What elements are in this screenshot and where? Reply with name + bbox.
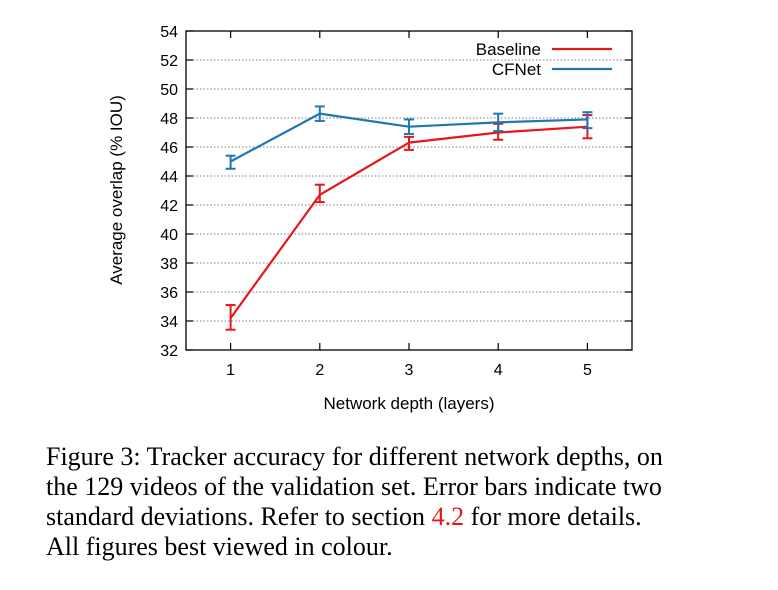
error-bar <box>314 183 325 204</box>
y-tick-label: 40 <box>160 227 178 244</box>
caption-line-3: standard deviations. Refer to section 4.… <box>46 502 746 532</box>
series-line <box>229 125 588 319</box>
caption-line-3-end: for more details. <box>464 502 642 531</box>
error-bar <box>582 111 593 130</box>
plot-frame <box>185 30 633 351</box>
error-bar <box>314 105 325 122</box>
y-tick-label: 36 <box>160 285 178 302</box>
x-tick-label: 3 <box>405 362 414 379</box>
caption-line-1: Figure 3: Tracker accuracy for different… <box>46 442 663 471</box>
legend-label: Baseline <box>476 40 541 59</box>
error-bar <box>225 304 236 331</box>
x-axis-title: Network depth (layers) <box>323 394 494 413</box>
y-tick-label: 54 <box>160 24 178 41</box>
x-tick-label: 5 <box>583 362 592 379</box>
error-bar <box>493 112 504 133</box>
series-group <box>225 105 593 331</box>
y-tick-label: 42 <box>160 198 178 215</box>
caption-line-2: the 129 videos of the validation set. Er… <box>46 472 662 501</box>
error-bar <box>404 118 414 135</box>
x-tick-label: 4 <box>494 362 503 379</box>
caption-line-4: All figures best viewed in colour. <box>46 532 393 561</box>
legend-label: CFNet <box>492 60 541 79</box>
y-tick-label: 52 <box>160 53 178 70</box>
series-baseline <box>225 114 593 331</box>
figure-caption: Figure 3: Tracker accuracy for different… <box>46 442 746 562</box>
grid-lines <box>186 59 632 322</box>
caption-line-3-start: standard deviations. Refer to section <box>46 502 432 531</box>
y-tick-label: 50 <box>160 82 178 99</box>
error-bar <box>404 135 414 151</box>
y-axis-title: Average overlap (% IOU) <box>107 95 126 285</box>
x-tick-label: 1 <box>226 362 235 379</box>
y-tick-label: 44 <box>160 169 178 186</box>
error-bar <box>225 154 236 170</box>
legend-item-cfnet: CFNet <box>492 60 612 79</box>
y-tick-label: 32 <box>160 343 178 360</box>
y-tick-label: 48 <box>160 111 178 128</box>
y-tick-label: 46 <box>160 140 178 157</box>
section-reference-link[interactable]: 4.2 <box>431 502 465 531</box>
y-tick-label: 38 <box>160 256 178 273</box>
legend-item-baseline: Baseline <box>476 40 612 59</box>
series-cfnet <box>225 105 593 170</box>
y-tick-label: 34 <box>160 314 178 331</box>
x-tick-label: 2 <box>315 362 324 379</box>
